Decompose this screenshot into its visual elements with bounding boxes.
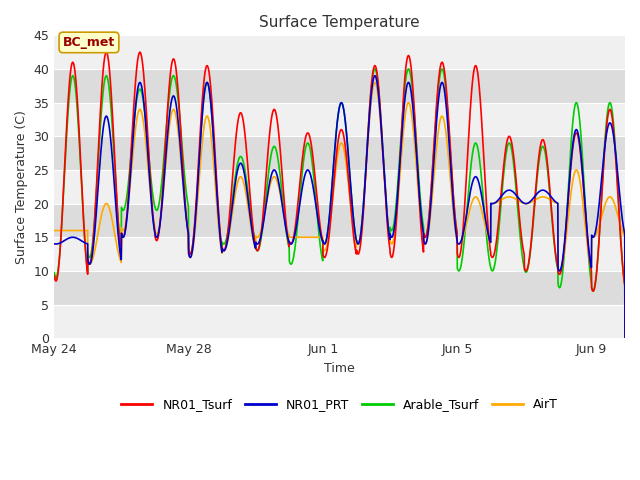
NR01_Tsurf <box>500 158 508 164</box>
Arable_Tsurf <box>222 239 230 244</box>
AirT <box>500 195 508 201</box>
Arable_Tsurf <box>371 66 379 72</box>
NR01_PRT <box>95 172 103 178</box>
Line: NR01_PRT: NR01_PRT <box>54 76 625 338</box>
Line: Arable_Tsurf: Arable_Tsurf <box>54 69 625 338</box>
NR01_PRT <box>166 108 174 113</box>
NR01_PRT <box>371 73 379 79</box>
NR01_PRT <box>500 190 508 196</box>
Bar <box>54 36 625 69</box>
Bar <box>54 103 625 136</box>
AirT <box>621 336 629 341</box>
NR01_PRT <box>621 336 629 341</box>
NR01_Tsurf <box>222 242 230 248</box>
Bar <box>54 136 625 170</box>
Legend: NR01_Tsurf, NR01_PRT, Arable_Tsurf, AirT: NR01_Tsurf, NR01_PRT, Arable_Tsurf, AirT <box>116 393 563 416</box>
Arable_Tsurf <box>51 270 58 276</box>
Bar <box>54 305 625 338</box>
Arable_Tsurf <box>364 130 372 135</box>
Arable_Tsurf <box>500 166 508 172</box>
AirT <box>173 123 181 129</box>
AirT <box>166 120 174 125</box>
NR01_Tsurf <box>95 133 103 139</box>
NR01_Tsurf <box>166 72 174 78</box>
NR01_Tsurf <box>174 83 182 88</box>
NR01_PRT <box>364 134 372 140</box>
NR01_PRT <box>222 245 230 251</box>
Text: BC_met: BC_met <box>63 36 115 49</box>
AirT <box>371 80 379 85</box>
Line: NR01_Tsurf: NR01_Tsurf <box>54 52 625 338</box>
Arable_Tsurf <box>173 91 181 96</box>
Title: Surface Temperature: Surface Temperature <box>259 15 420 30</box>
Bar <box>54 237 625 271</box>
AirT <box>222 246 230 252</box>
NR01_PRT <box>173 112 181 118</box>
NR01_Tsurf <box>51 273 58 278</box>
NR01_Tsurf <box>364 127 372 133</box>
Bar <box>54 69 625 103</box>
Arable_Tsurf <box>621 336 629 341</box>
Line: AirT: AirT <box>54 83 625 338</box>
AirT <box>51 228 58 233</box>
NR01_PRT <box>51 241 58 247</box>
NR01_Tsurf <box>136 49 144 55</box>
Y-axis label: Surface Temperature (C): Surface Temperature (C) <box>15 110 28 264</box>
AirT <box>364 138 372 144</box>
Bar <box>54 170 625 204</box>
NR01_Tsurf <box>621 336 629 341</box>
Arable_Tsurf <box>95 144 103 150</box>
Bar <box>54 204 625 237</box>
Bar <box>54 271 625 305</box>
X-axis label: Time: Time <box>324 361 355 374</box>
Arable_Tsurf <box>166 87 174 93</box>
AirT <box>95 225 103 230</box>
